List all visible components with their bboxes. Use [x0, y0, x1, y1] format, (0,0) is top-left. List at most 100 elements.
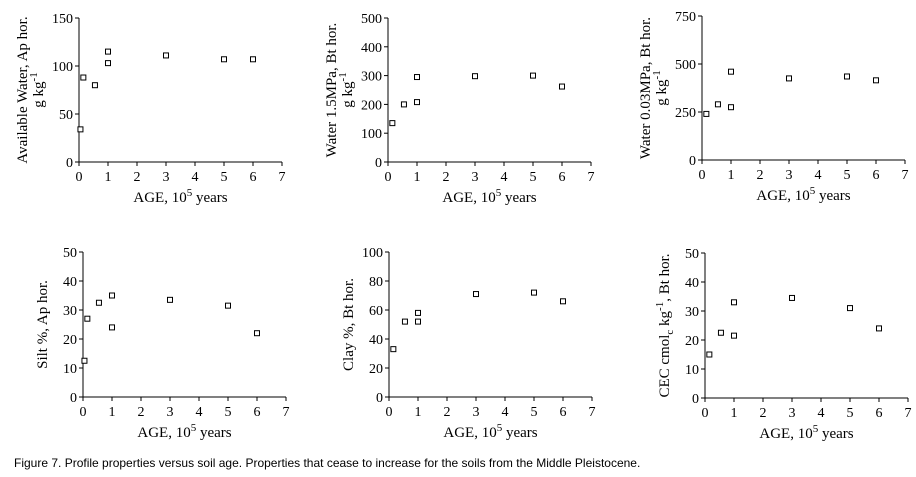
panel-3-data-point — [728, 68, 734, 75]
panel-6-data-point — [731, 299, 737, 306]
panel-1-x-axis-label: AGE, 105 years — [133, 187, 227, 206]
panel-5-data-point — [473, 291, 479, 298]
panel-3-y-tick-label: 500 — [675, 58, 696, 73]
panel-2-y-tick-label: 300 — [361, 70, 382, 85]
panel-2-y-tick-label: 100 — [361, 127, 382, 142]
panel-2-x-tick-label: 1 — [414, 170, 421, 185]
panel-2-data-point — [559, 83, 565, 90]
panel-4-x-tick-label: 5 — [225, 405, 232, 420]
panel-4-data-point — [95, 299, 102, 306]
panel-6-y-tick-label: 20 — [685, 334, 699, 349]
panel-2-y-tick-label: 400 — [361, 41, 382, 56]
panel-4-data-point — [81, 357, 88, 364]
figure-caption: Figure 7. Profile properties versus soil… — [14, 456, 641, 470]
panel-6-x-tick-label: 5 — [847, 406, 854, 421]
panel-5-data-point — [415, 318, 421, 325]
panel-1-y-axis-label: g kg-1​ — [28, 72, 47, 107]
panel-5-x-tick-label: 7 — [589, 405, 596, 420]
panel-4-y-tick-label: 30 — [63, 304, 77, 319]
panel-3-data-point — [703, 110, 710, 117]
panel-5-y-tick-label: 40 — [369, 333, 383, 348]
panel-1-y-axis-label: Available Water, Ap hor. — [15, 16, 31, 163]
panel-1-x-tick-label: 7 — [279, 170, 286, 185]
panel-4-x-tick-label: 1 — [109, 405, 116, 420]
panel-5-data-point — [390, 346, 397, 353]
panel-6-data-point — [789, 294, 795, 301]
panel-2-x-axis-label: AGE, 105 years — [442, 187, 536, 206]
panel-4-y-tick-label: 10 — [63, 362, 77, 377]
panel-3-y-tick-label: 750 — [675, 10, 696, 25]
panel-5-y-tick-label: 20 — [369, 362, 383, 377]
panel-3-y-axis-label: g kg-1​ — [651, 70, 670, 105]
panel-5-data-point — [531, 289, 537, 296]
panel-2-x-tick-label: 6 — [559, 170, 566, 185]
panel-5-data-point — [560, 298, 566, 305]
panel-6-x-tick-label: 0 — [702, 406, 709, 421]
panel-5-x-axis-label: AGE, 105 years — [443, 422, 537, 441]
panel-1-y-tick-label: 150 — [52, 12, 73, 27]
panel-1-x-tick-label: 3 — [163, 170, 170, 185]
panel-5-data-point — [401, 318, 408, 325]
panel-2-data-point — [414, 99, 420, 106]
panel-4-y-tick-label: 50 — [63, 246, 77, 261]
panel-2-x-tick-label: 2 — [443, 170, 450, 185]
panel-3-x-axis-label: AGE, 105 years — [756, 185, 850, 204]
panel-6-x-tick-label: 2 — [760, 406, 767, 421]
panel-3-x-tick-label: 3 — [786, 168, 793, 183]
panel-6-x-tick-label: 3 — [789, 406, 796, 421]
panel-2-y-axis-label: g kg-1​ — [337, 72, 356, 107]
panel-6-data-point — [847, 305, 853, 312]
panel-4-data-point — [84, 315, 91, 322]
panel-1-x-tick-label: 1 — [105, 170, 112, 185]
panel-1-data-point — [80, 74, 87, 81]
panel-3-x-tick-label: 2 — [757, 168, 764, 183]
panel-2-y-tick-label: 0 — [375, 156, 382, 171]
panel-3-x-tick-label: 4 — [815, 168, 822, 183]
panel-4-x-tick-label: 3 — [167, 405, 174, 420]
panel-2-x-tick-label: 4 — [501, 170, 508, 185]
panel-1-y-tick-label: 100 — [52, 60, 73, 75]
panel-3-data-point — [844, 73, 850, 80]
panel-6-x-axis-label: AGE, 105 years — [759, 423, 853, 442]
panel-3-data-point — [786, 75, 792, 82]
panel-1-data-point — [221, 56, 227, 63]
panel-5-y-axis-label: Clay %, Bt hor. — [341, 278, 357, 371]
panel-1-x-tick-label: 6 — [250, 170, 257, 185]
panel-5-x-tick-label: 1 — [415, 405, 422, 420]
panel-5-y-tick-label: 60 — [369, 304, 383, 319]
panel-4-x-tick-label: 2 — [138, 405, 145, 420]
panel-3-x-tick-label: 5 — [844, 168, 851, 183]
panel-1-x-tick-label: 0 — [76, 170, 83, 185]
panel-6-data-point — [876, 325, 882, 332]
panel-3-x-tick-label: 1 — [728, 168, 735, 183]
panel-4-x-tick-label: 6 — [254, 405, 261, 420]
panel-3-y-tick-label: 0 — [689, 154, 696, 169]
panel-1-data-point — [77, 126, 84, 133]
panel-4-data-point — [109, 324, 115, 331]
panel-6-x-tick-label: 6 — [876, 406, 883, 421]
panel-6-y-tick-label: 30 — [685, 305, 699, 320]
panel-2-data-point — [414, 74, 420, 81]
panel-2-y-axis-label: Water 1.5MPa, Bt hor. — [324, 23, 340, 158]
panel-2-data-point — [472, 73, 478, 80]
panel-5-y-tick-label: 80 — [369, 275, 383, 290]
panel-1-data-point — [163, 52, 169, 59]
panel-4-x-tick-label: 4 — [196, 405, 203, 420]
panel-6-data-point — [717, 329, 724, 336]
panel-2-x-tick-label: 7 — [588, 170, 595, 185]
panel-5-x-tick-label: 2 — [444, 405, 451, 420]
panel-5-x-tick-label: 4 — [502, 405, 509, 420]
panel-1-data-point — [91, 82, 98, 89]
panel-5-x-tick-label: 3 — [473, 405, 480, 420]
panel-6-x-tick-label: 4 — [818, 406, 825, 421]
panel-1-x-tick-label: 2 — [134, 170, 141, 185]
panel-3-data-point — [873, 77, 879, 84]
panel-3-x-tick-label: 0 — [699, 168, 706, 183]
panel-3-data-point — [728, 104, 734, 111]
panel-2-y-tick-label: 500 — [361, 12, 382, 27]
panel-1-data-point — [105, 60, 111, 67]
panel-4-data-point — [254, 330, 260, 337]
panel-6-y-tick-label: 50 — [685, 247, 699, 262]
panel-5-x-tick-label: 5 — [531, 405, 538, 420]
